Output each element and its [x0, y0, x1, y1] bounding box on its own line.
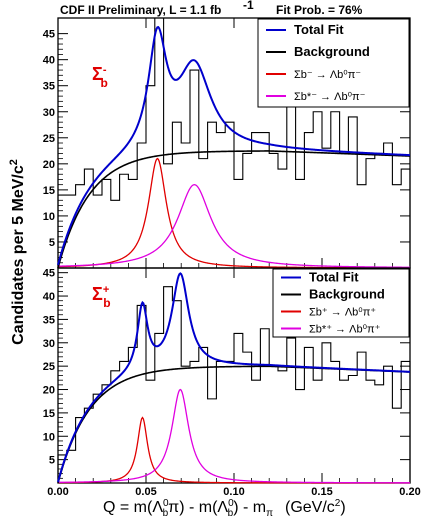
y-tick-label: 25 — [43, 361, 55, 373]
x-axis-label-unit-close: ) — [340, 499, 345, 516]
x-axis-label-lambda2-sub: b — [228, 508, 234, 519]
legend-box — [272, 268, 410, 338]
total-fit-curve — [57, 272, 411, 483]
x-tick-label: 0.10 — [223, 486, 244, 498]
y-tick-label: 10 — [43, 211, 55, 223]
x-axis-label-prefix: Q = m(Λ — [103, 499, 163, 516]
data-histogram — [57, 286, 411, 483]
y-tick-label: 45 — [43, 29, 55, 41]
x-tick-label: 0.00 — [47, 486, 68, 498]
x-tick-label: 0.20 — [399, 486, 420, 498]
x-axis-label-mid: π) - m(Λ — [168, 499, 228, 516]
y-tick-label: 40 — [43, 291, 55, 303]
y-tick-label: 20 — [43, 385, 55, 397]
x-axis-label-suffix: ) - m — [233, 499, 266, 516]
x-axis-label-lambda-sub: b — [163, 508, 169, 519]
panel-tag: Σ+ b — [92, 284, 111, 310]
panel-top: 5 10 15 20 25 30 35 40 45 Σ-b Total Fit Background Σ… — [43, 17, 411, 269]
y-tick-label: 35 — [43, 314, 55, 326]
panel-tag-sup: - — [103, 64, 107, 76]
panel-bottom: 5 10 15 20 25 30 35 40 45 0.00 0.05 0.10 0.15 0.20 Σ+ b… — [43, 267, 421, 498]
panel-tag-sigma: Σ — [92, 64, 103, 84]
panel-tag-sub: b — [100, 76, 107, 90]
x-axis-label-lambda2-sup: 0 — [228, 498, 234, 509]
legend-label-total_fit: Total Fit — [294, 22, 344, 37]
y-tick-label: 5 — [49, 455, 55, 467]
panel-tag-sup: + — [103, 284, 109, 296]
y-axis-label-text: Candidates per 5 MeV/c — [10, 165, 27, 345]
y-tick-label: 5 — [49, 237, 55, 249]
x-tick-label: 0.05 — [135, 486, 156, 498]
legend-label-signal: Σb⁺ → Λb⁰π⁺ — [309, 307, 376, 319]
header-left: CDF II Preliminary, L = 1.1 fb — [60, 3, 221, 17]
legend-label-reflection: Σb*⁺ → Λb⁰π⁺ — [309, 324, 381, 336]
reflection-curve — [57, 184, 411, 268]
x-axis-label-unit-sup: 2 — [335, 498, 341, 509]
y-tick-label: 15 — [43, 185, 55, 197]
legend-label-signal: Σb⁻ → Λb⁰π⁻ — [294, 69, 361, 81]
y-tick-label: 10 — [43, 431, 55, 443]
y-tick-label: 30 — [43, 338, 55, 350]
legend-label-reflection: Σb*⁻ → Λb⁰π⁻ — [294, 91, 366, 103]
background-curve — [57, 150, 411, 269]
y-axis-label: Candidates per 5 MeV/c2 — [8, 159, 27, 345]
y-tick-label: 20 — [43, 159, 55, 171]
x-axis-label-unit: (GeV/c — [285, 499, 335, 516]
y-axis-label-sup: 2 — [8, 159, 20, 165]
panel-tag: Σ-b — [92, 64, 108, 90]
legend-label-background: Background — [309, 287, 385, 302]
panel-tag-sub: b — [103, 296, 110, 310]
x-tick-label: 0.15 — [311, 486, 332, 498]
x-axis-label: Q = m(Λ0 bπ) - m(Λ0 b) - mπ (GeV/c2) — [103, 498, 346, 519]
y-tick-label: 15 — [43, 408, 55, 420]
total-fit-curve — [57, 26, 411, 266]
legend-label-background: Background — [294, 44, 370, 59]
y-tick-label: 40 — [43, 55, 55, 67]
x-axis-label-pi: π — [266, 508, 273, 519]
header-right: Fit Prob. = 76% — [276, 3, 363, 17]
panel-tag-sigma: Σ — [92, 284, 103, 304]
y-tick-label: 30 — [43, 107, 55, 119]
y-tick-label: 45 — [43, 268, 55, 280]
legend-box — [257, 18, 410, 108]
header-left-sup: -1 — [243, 0, 254, 12]
reflection-curve — [57, 388, 411, 484]
y-tick-label: 25 — [43, 133, 55, 145]
legend-label-total_fit: Total Fit — [309, 270, 359, 285]
y-tick-label: 35 — [43, 81, 55, 93]
x-axis-label-lambda-sup: 0 — [163, 498, 169, 509]
